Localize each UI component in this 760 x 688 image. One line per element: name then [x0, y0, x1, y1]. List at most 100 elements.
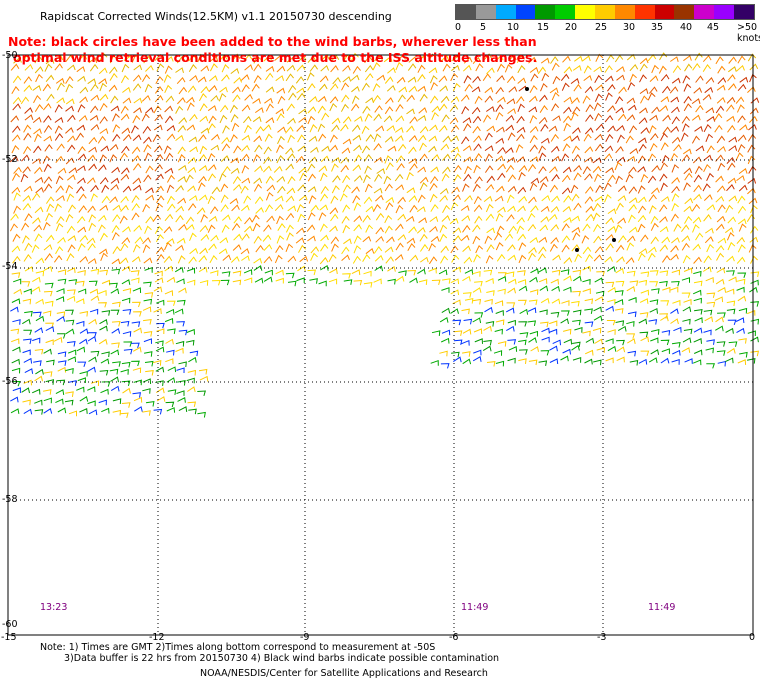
wind-barb	[529, 236, 539, 243]
wind-barb	[111, 342, 120, 348]
wind-barb	[530, 73, 539, 82]
wind-barb	[661, 255, 671, 263]
wind-barb	[351, 186, 360, 194]
wind-barb	[23, 379, 32, 386]
wind-barb	[353, 245, 362, 254]
wind-barb	[97, 135, 106, 144]
wind-barb	[693, 184, 702, 193]
wind-barb	[395, 184, 405, 191]
wind-barb	[46, 359, 55, 366]
wind-barb	[659, 132, 668, 141]
wind-barb	[604, 75, 614, 83]
wind-barb	[165, 308, 175, 315]
wind-barb	[629, 359, 639, 366]
wind-barb	[120, 105, 129, 114]
wind-barb	[351, 269, 361, 276]
wind-barb	[550, 145, 560, 153]
wind-barb	[277, 223, 286, 231]
wind-barb	[441, 329, 451, 336]
wind-barb	[320, 172, 328, 182]
wind-barb	[517, 186, 527, 194]
wind-barb	[221, 143, 231, 152]
wind-barb	[735, 152, 744, 161]
wind-barb	[737, 134, 747, 142]
wind-barb	[562, 328, 572, 335]
wind-barb	[122, 309, 132, 315]
wind-barb	[11, 367, 21, 374]
wind-barb	[132, 162, 142, 171]
wind-barb	[198, 255, 208, 263]
wind-barb	[143, 55, 152, 64]
wind-barb	[343, 238, 352, 245]
wind-barb	[670, 56, 679, 62]
wind-barb	[717, 145, 726, 153]
wind-barb	[131, 277, 140, 284]
wind-barb	[199, 145, 208, 155]
wind-barb	[716, 84, 726, 91]
wind-barb	[515, 144, 524, 153]
wind-barb	[32, 217, 41, 224]
wind-barb	[683, 182, 691, 191]
wind-barb	[736, 236, 746, 245]
wind-barb	[638, 196, 647, 204]
wind-barb	[650, 215, 659, 224]
wind-barb	[616, 124, 625, 132]
wind-barb	[563, 106, 572, 114]
wind-barb	[617, 113, 627, 121]
wind-barb	[439, 350, 448, 357]
wind-barb	[650, 337, 659, 344]
wind-barb	[693, 349, 703, 356]
wind-barb	[65, 83, 74, 93]
wind-barb	[682, 123, 690, 132]
wind-barb	[232, 176, 242, 184]
wind-barb	[186, 377, 195, 384]
wind-barb	[737, 55, 746, 64]
wind-barb	[298, 167, 308, 174]
wind-barb	[24, 368, 34, 374]
wind-barb	[651, 288, 660, 294]
wind-barb	[188, 64, 197, 73]
wind-barb	[538, 165, 547, 174]
footer-note-2: 3)Data buffer is 22 hrs from 20150730 4)…	[64, 653, 500, 664]
wind-barb	[220, 204, 229, 212]
wind-barb	[550, 205, 560, 213]
wind-barb	[77, 153, 87, 161]
wind-barb	[615, 175, 623, 184]
wind-barb	[406, 187, 416, 194]
wind-barb	[471, 86, 481, 93]
wind-barb	[254, 277, 264, 284]
wind-barb	[450, 135, 460, 142]
wind-barb	[397, 213, 407, 221]
wind-barb	[174, 308, 184, 315]
wind-barb	[263, 255, 273, 264]
wind-barb	[593, 254, 603, 262]
wind-barb	[715, 154, 724, 162]
wind-barb	[319, 257, 329, 265]
wind-barb	[505, 124, 515, 132]
wind-barb	[186, 328, 195, 335]
wind-barb	[746, 214, 756, 222]
wind-barb	[133, 97, 143, 104]
wind-barb	[342, 76, 352, 83]
wind-barb	[145, 165, 154, 174]
wind-barb	[737, 295, 747, 302]
wind-barb	[143, 330, 153, 337]
wind-barb	[749, 286, 758, 293]
wind-barb	[189, 146, 199, 153]
wind-barb	[714, 296, 724, 303]
wind-barb	[561, 153, 570, 162]
wind-barb	[263, 224, 272, 232]
wind-barb	[471, 106, 481, 115]
wind-barb	[629, 197, 638, 204]
wind-barb	[285, 243, 294, 252]
wind-barb	[241, 104, 251, 112]
wind-barb	[188, 356, 197, 363]
wind-barb	[485, 203, 494, 213]
wind-barb	[640, 95, 649, 104]
wind-barb	[66, 174, 76, 181]
wind-barb	[87, 366, 96, 373]
wind-barb	[717, 65, 726, 74]
wind-barb	[109, 154, 118, 163]
wind-barb	[715, 195, 725, 203]
wind-barb	[154, 277, 164, 283]
